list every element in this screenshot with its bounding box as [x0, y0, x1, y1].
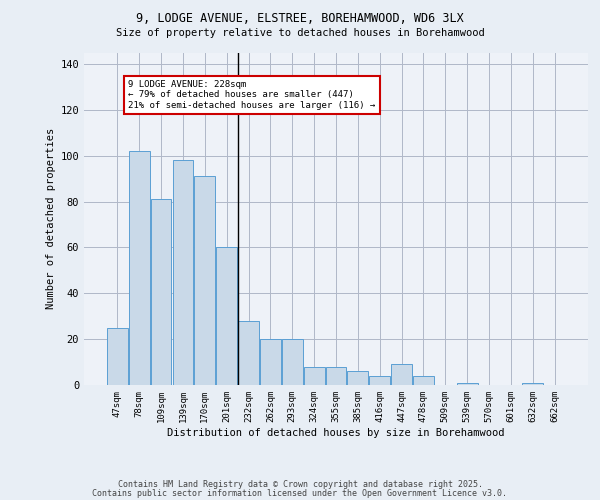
Bar — [413, 376, 434, 385]
Text: Contains public sector information licensed under the Open Government Licence v3: Contains public sector information licen… — [92, 490, 508, 498]
Bar — [194, 176, 215, 385]
Bar — [370, 376, 390, 385]
Bar — [457, 382, 478, 385]
Bar — [216, 248, 237, 385]
Bar — [129, 151, 149, 385]
Bar — [347, 371, 368, 385]
Bar — [260, 339, 281, 385]
Bar — [391, 364, 412, 385]
Text: Contains HM Land Registry data © Crown copyright and database right 2025.: Contains HM Land Registry data © Crown c… — [118, 480, 482, 489]
Text: Size of property relative to detached houses in Borehamwood: Size of property relative to detached ho… — [116, 28, 484, 38]
Bar — [173, 160, 193, 385]
Bar — [107, 328, 128, 385]
Bar — [523, 382, 543, 385]
Bar — [304, 366, 325, 385]
Bar — [326, 366, 346, 385]
Y-axis label: Number of detached properties: Number of detached properties — [46, 128, 56, 310]
Text: 9 LODGE AVENUE: 228sqm
← 79% of detached houses are smaller (447)
21% of semi-de: 9 LODGE AVENUE: 228sqm ← 79% of detached… — [128, 80, 376, 110]
X-axis label: Distribution of detached houses by size in Borehamwood: Distribution of detached houses by size … — [167, 428, 505, 438]
Text: 9, LODGE AVENUE, ELSTREE, BOREHAMWOOD, WD6 3LX: 9, LODGE AVENUE, ELSTREE, BOREHAMWOOD, W… — [136, 12, 464, 26]
Bar — [282, 339, 302, 385]
Bar — [151, 200, 172, 385]
Bar — [238, 321, 259, 385]
